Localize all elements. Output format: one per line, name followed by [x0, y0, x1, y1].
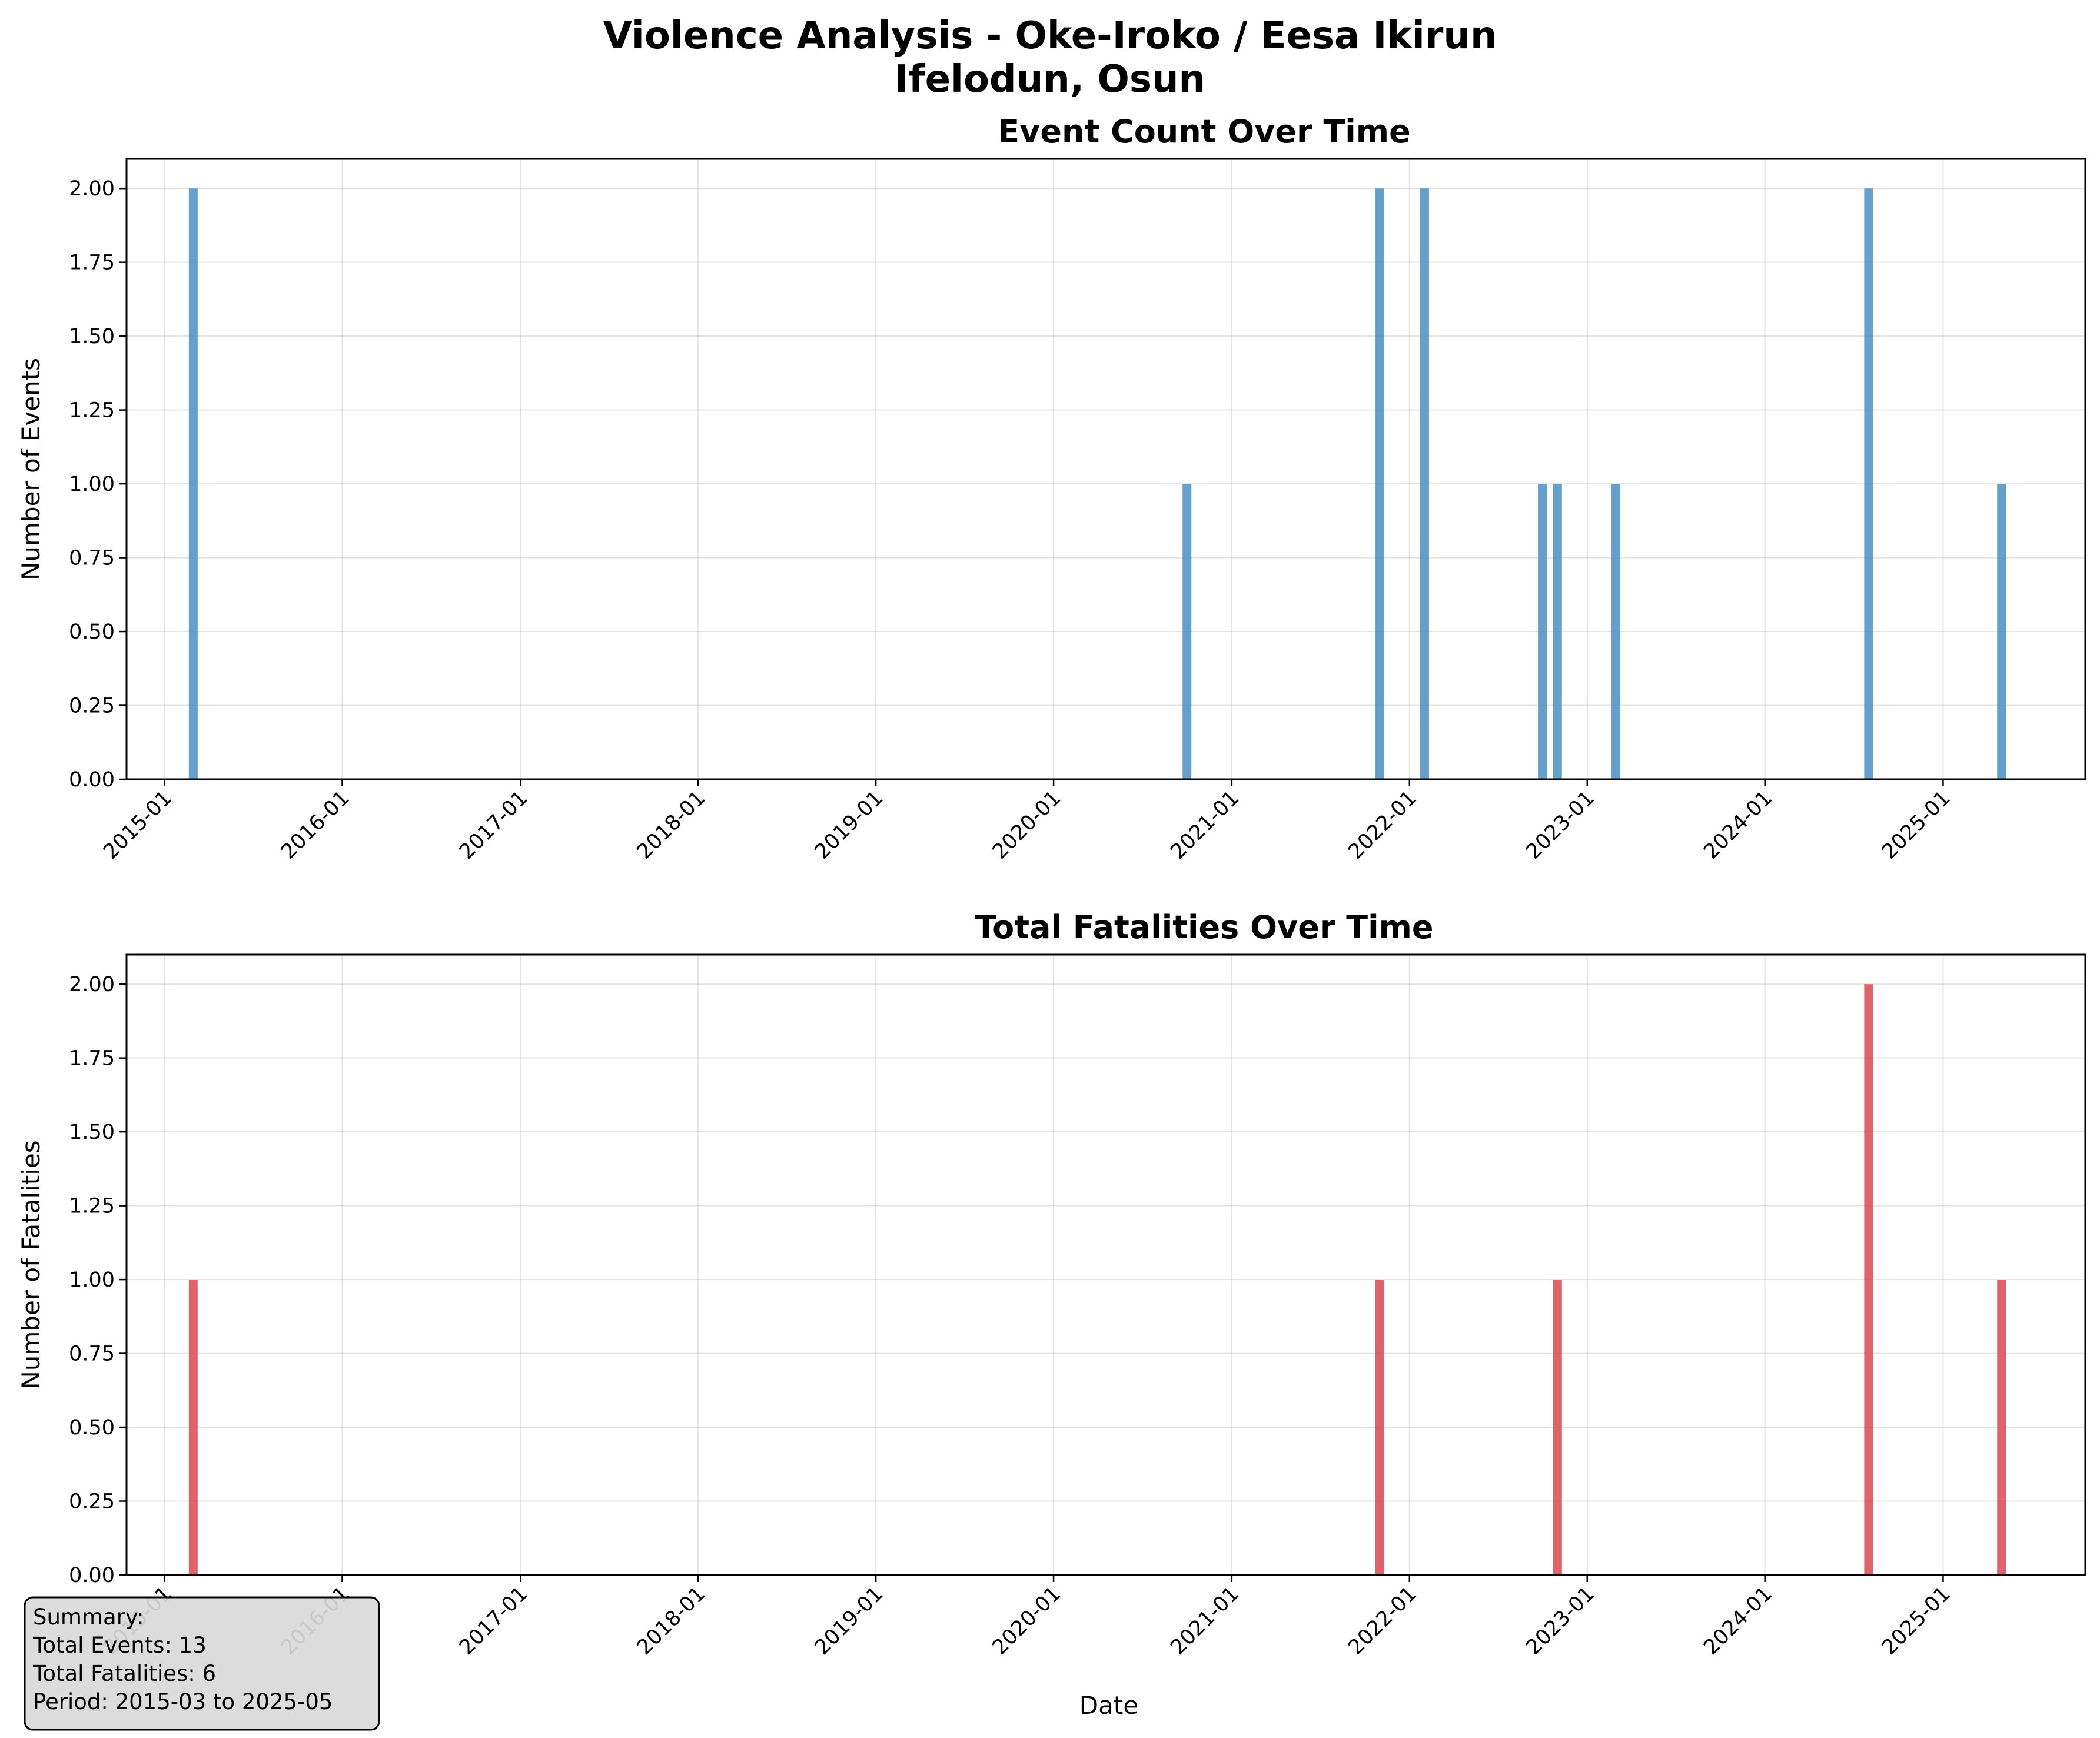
fatalities-x-axis-label: Date [1079, 1691, 1138, 1720]
summary-box-background [24, 1596, 380, 1731]
bar [1375, 188, 1384, 779]
y-tick-label: 2.00 [69, 973, 115, 996]
bar [188, 1280, 198, 1575]
fatalities-grid [127, 955, 2085, 1576]
events-bars [188, 188, 2006, 779]
bar [188, 188, 198, 779]
y-tick-label: 0.25 [69, 694, 115, 718]
fatalities-y-axis-label: Number of Fatalities [16, 1140, 45, 1389]
y-tick-label: 2.00 [69, 177, 115, 201]
bar [1553, 484, 1562, 779]
y-tick-label: 1.00 [69, 1268, 115, 1292]
summary-total-fatalities: Total Fatalities: 6 [32, 1661, 216, 1686]
y-tick-label: 0.00 [69, 768, 115, 792]
fatalities-y-ticks: 0.00 0.25 0.50 0.75 1.00 1.25 1.50 1.75 2.00 [69, 973, 127, 1587]
events-grid [127, 159, 2085, 780]
fatalities-bars [188, 984, 2006, 1575]
y-tick-label: 0.75 [69, 1342, 115, 1366]
bar [1375, 1280, 1384, 1575]
fatalities-axes-frame [125, 953, 2086, 1576]
summary-period: Period: 2015-03 to 2025-05 [33, 1689, 333, 1714]
summary-box: Summary: Total Events: 13 Total Fataliti… [24, 1596, 380, 1731]
fatalities-panel-title: Total Fatalities Over Time [975, 909, 1433, 946]
bar [1864, 188, 1873, 779]
bar [1864, 984, 1873, 1575]
y-tick-label: 0.75 [69, 547, 115, 570]
events-y-ticks: 0.00 0.25 0.50 0.75 1.00 1.25 1.50 1.75 2.00 [69, 177, 127, 792]
y-tick-label: 0.50 [69, 1416, 115, 1440]
y-tick-label: 1.00 [69, 473, 115, 496]
bar [1553, 1280, 1562, 1575]
events-y-axis-label: Number of Events [16, 358, 45, 580]
y-tick-label: 0.00 [69, 1564, 115, 1587]
y-tick-label: 1.25 [69, 1195, 115, 1218]
y-tick-label: 1.75 [69, 251, 115, 275]
y-tick-label: 0.50 [69, 620, 115, 644]
bar [1538, 484, 1547, 779]
bar [1182, 484, 1192, 779]
events-axes-frame [125, 158, 2086, 780]
y-tick-label: 1.75 [69, 1047, 115, 1071]
bar [1997, 1280, 2006, 1575]
bar [1997, 484, 2006, 779]
y-tick-label: 1.50 [69, 1121, 115, 1144]
y-tick-label: 0.25 [69, 1490, 115, 1514]
events-panel: Event Count Over Time 2015-01 2016-01 2017… [16, 113, 2086, 864]
bar [1611, 484, 1621, 779]
events-panel-title: Event Count Over Time [998, 113, 1410, 150]
bar [1420, 188, 1429, 779]
figure-title-line1: Violence Analysis - Oke-Iroko / Eesa Iki… [603, 14, 1497, 58]
figure-title-line2: Ifelodun, Osun [895, 58, 1205, 101]
y-tick-label: 1.50 [69, 325, 115, 348]
y-tick-label: 1.25 [69, 399, 115, 423]
summary-total-events: Total Events: 13 [32, 1633, 207, 1658]
summary-heading: Summary: [33, 1604, 144, 1630]
